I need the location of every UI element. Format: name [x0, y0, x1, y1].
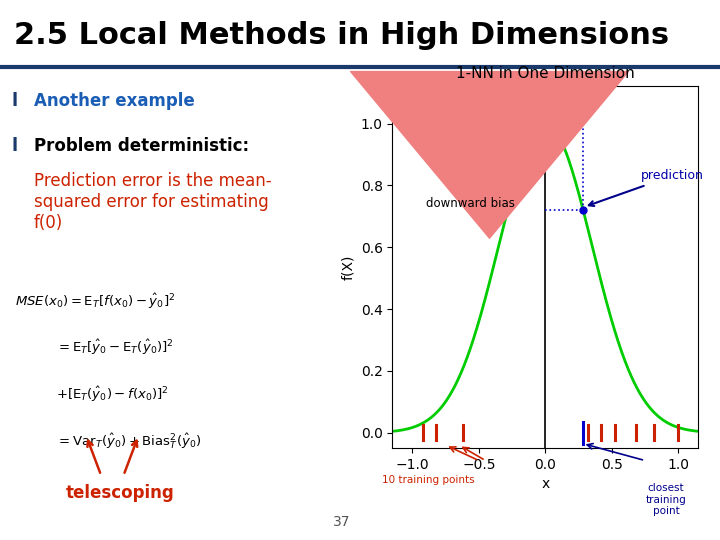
- Text: Problem deterministic:: Problem deterministic:: [34, 137, 249, 154]
- Text: 10 training points: 10 training points: [382, 475, 474, 485]
- Text: l: l: [12, 92, 17, 110]
- Text: $= \mathrm{E}_T[\hat{y}_0 - \mathrm{E}_T(\hat{y}_0)]^2$: $= \mathrm{E}_T[\hat{y}_0 - \mathrm{E}_T…: [56, 338, 174, 357]
- X-axis label: x: x: [541, 477, 549, 491]
- Y-axis label: f(X): f(X): [341, 255, 355, 280]
- Text: 37: 37: [333, 516, 351, 530]
- Text: l: l: [12, 137, 17, 154]
- Text: $MSE(x_0) = \mathrm{E}_T[f(x_0) - \hat{y}_0]^2$: $MSE(x_0) = \mathrm{E}_T[f(x_0) - \hat{y…: [15, 292, 176, 310]
- Text: downward bias: downward bias: [426, 198, 515, 211]
- Text: $+[\mathrm{E}_T(\hat{y}_0) - f(x_0)]^2$: $+[\mathrm{E}_T(\hat{y}_0) - f(x_0)]^2$: [56, 384, 169, 404]
- Text: prediction: prediction: [589, 169, 704, 206]
- Text: 2.5 Local Methods in High Dimensions: 2.5 Local Methods in High Dimensions: [14, 21, 670, 50]
- Text: Another example: Another example: [34, 92, 194, 110]
- Text: closest
training
point: closest training point: [646, 483, 686, 516]
- Text: telescoping: telescoping: [66, 484, 174, 502]
- Text: $= \mathrm{Var}_T(\hat{y}_0) + \mathrm{Bias}_T^2(\hat{y}_0)$: $= \mathrm{Var}_T(\hat{y}_0) + \mathrm{B…: [56, 431, 202, 451]
- Text: Prediction error is the mean-
squared error for estimating
f(0): Prediction error is the mean- squared er…: [34, 172, 271, 232]
- Title: 1-NN in One Dimension: 1-NN in One Dimension: [456, 66, 635, 81]
